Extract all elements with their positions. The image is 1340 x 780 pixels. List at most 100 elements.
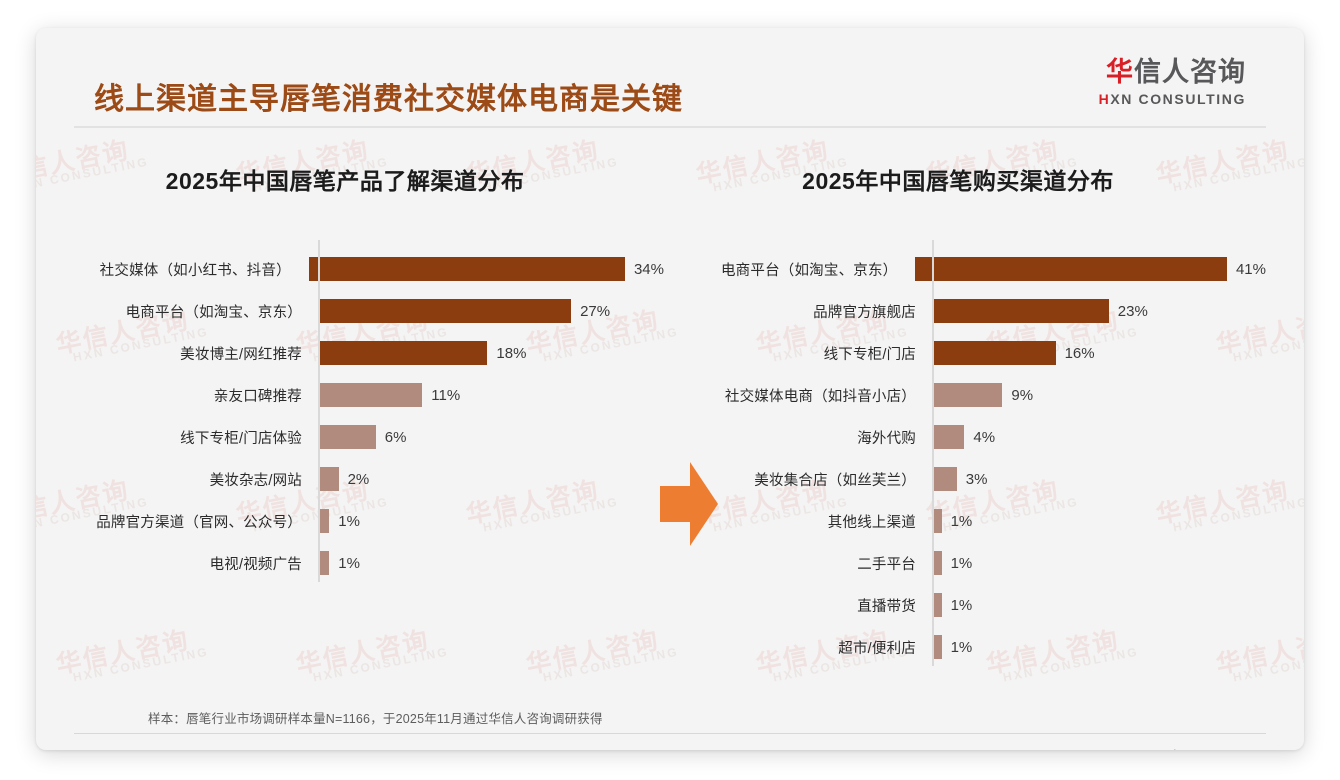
value-axis-left: [318, 240, 320, 582]
bar-row: 电商平台（如淘宝、京东） 41%: [676, 248, 1266, 290]
bar-wrapper: 34%: [308, 257, 664, 281]
bar-wrapper: 27%: [320, 299, 664, 323]
bar-wrapper: 1%: [934, 509, 1266, 533]
bar: [308, 257, 625, 281]
category-label: 亲友口碑推荐: [213, 388, 302, 405]
bar-value-label: 1%: [950, 596, 973, 614]
bar-wrapper: 1%: [934, 551, 1266, 575]
category-label: 社交媒体（如小红书、抖音）: [99, 262, 291, 279]
bar: [934, 467, 957, 491]
bar: [320, 551, 330, 575]
bar-wrapper: 41%: [915, 257, 1266, 281]
bar-value-label: 41%: [1235, 260, 1266, 278]
bar-wrapper: 1%: [934, 593, 1266, 617]
bar-row: 二手平台 1%: [676, 542, 1266, 584]
bar-wrapper: 4%: [934, 425, 1266, 449]
bar-wrapper: 23%: [934, 299, 1266, 323]
category-label: 电商平台（如淘宝、京东）: [720, 262, 898, 279]
bar: [320, 509, 330, 533]
source-note: 样本：唇笔行业市场调研样本量N=1166，于2025年11月通过华信人咨询调研获…: [148, 712, 603, 726]
bar-value-label: 1%: [950, 638, 973, 656]
website-link[interactable]: www.hxrcon.com: [1144, 748, 1238, 750]
logo-english-accent: H: [1098, 90, 1111, 107]
bar-value-label: 3%: [965, 470, 988, 488]
bar-value-label: 16%: [1064, 344, 1095, 362]
bar-wrapper: 2%: [320, 467, 664, 491]
footer-divider: [74, 733, 1266, 734]
logo-english: HXN CONSULTING: [1099, 91, 1246, 107]
chart-title-right: 2025年中国唇笔购买渠道分布: [802, 168, 1114, 194]
bar-wrapper: 6%: [320, 425, 664, 449]
bar-wrapper: 1%: [934, 635, 1266, 659]
bar: [320, 299, 572, 323]
chart-panel-purchase: 2025年中国唇笔购买渠道分布 电商平台（如淘宝、京东） 41% 品牌官方旗舰店 23…: [676, 140, 1266, 670]
bar-row: 社交媒体电商（如抖音小店） 9%: [676, 374, 1266, 416]
bar-row: 美妆集合店（如丝芙兰） 3%: [676, 458, 1266, 500]
bar-row: 线下专柜/门店体验 6%: [74, 416, 664, 458]
category-label: 品牌官方渠道（官网、公众号）: [96, 514, 302, 531]
category-label: 社交媒体电商（如抖音小店）: [724, 388, 916, 405]
bar-row: 电视/视频广告 1%: [74, 542, 664, 584]
category-label: 美妆集合店（如丝芙兰）: [754, 472, 916, 489]
category-label: 线下专柜/门店: [823, 346, 916, 363]
bar-value-label: 6%: [384, 428, 407, 446]
bar-value-label: 27%: [580, 302, 611, 320]
bar-row: 其他线上渠道 1%: [676, 500, 1266, 542]
category-label: 品牌官方旗舰店: [813, 304, 916, 321]
bar-row: 超市/便利店 1%: [676, 626, 1266, 668]
bar-value-label: 9%: [1011, 386, 1034, 404]
logo-chinese: 华信人咨询: [1099, 57, 1246, 88]
category-label: 美妆博主/网红推荐: [180, 346, 302, 363]
bar-row: 亲友口碑推荐 11%: [74, 374, 664, 416]
category-label: 美妆杂志/网站: [209, 472, 302, 489]
bar-value-label: 34%: [633, 260, 664, 278]
bar-value-label: 1%: [950, 512, 973, 530]
category-label: 线下专柜/门店体验: [180, 430, 302, 447]
bar-row: 社交媒体（如小红书、抖音） 34%: [74, 248, 664, 290]
bar: [934, 635, 942, 659]
bar: [320, 383, 423, 407]
bar-row: 品牌官方渠道（官网、公众号） 1%: [74, 500, 664, 542]
bar-value-label: 4%: [973, 428, 996, 446]
header-divider: [74, 126, 1266, 128]
bar-row: 品牌官方旗舰店 23%: [676, 290, 1266, 332]
bar-value-label: 11%: [431, 386, 461, 404]
category-label: 直播带货: [857, 598, 916, 615]
bar: [320, 341, 488, 365]
bar-value-label: 1%: [338, 512, 360, 530]
page-title: 线上渠道主导唇笔消费社交媒体电商是关键: [94, 83, 683, 116]
bar: [934, 383, 1003, 407]
bar: [934, 509, 942, 533]
bar-row: 直播带货 1%: [676, 584, 1266, 626]
bar-wrapper: 1%: [320, 509, 664, 533]
bar-value-label: 18%: [496, 344, 527, 362]
category-label: 二手平台: [857, 556, 916, 573]
bar-value-label: 2%: [347, 470, 370, 488]
bar-row: 海外代购 4%: [676, 416, 1266, 458]
bar: [320, 467, 339, 491]
value-axis-right: [932, 240, 934, 666]
bar-wrapper: 11%: [320, 383, 664, 407]
bar: [934, 551, 942, 575]
logo-english-rest: XN CONSULTING: [1110, 90, 1246, 107]
bar: [934, 341, 1056, 365]
bar-row: 电商平台（如淘宝、京东） 27%: [74, 290, 664, 332]
bar: [915, 257, 1227, 281]
category-label: 电商平台（如淘宝、京东）: [125, 304, 302, 321]
category-label: 超市/便利店: [838, 640, 916, 657]
bar: [320, 425, 376, 449]
company-logo: 华信人咨询 HXN CONSULTING: [1099, 57, 1246, 107]
category-label: 电视/视频广告: [209, 556, 302, 573]
bar-value-label: 23%: [1117, 302, 1148, 320]
slide-canvas: 华信人咨询 HXN CONSULTING 华信人咨询 HXN CONSULTING 华信…: [36, 28, 1304, 750]
slide-header: 线上渠道主导唇笔消费社交媒体电商是关键 华信人咨询 HXN CONSULTING: [36, 28, 1304, 116]
charts-area: 2025年中国唇笔产品了解渠道分布 社交媒体（如小红书、抖音） 34% 电商平台（如…: [36, 140, 1304, 670]
bar-row: 线下专柜/门店 16%: [676, 332, 1266, 374]
logo-chinese-rest: 信人咨询: [1134, 57, 1246, 87]
bar-wrapper: 9%: [934, 383, 1266, 407]
bar-row: 美妆博主/网红推荐 18%: [74, 332, 664, 374]
bar-row: 美妆杂志/网站 2%: [74, 458, 664, 500]
bar: [934, 425, 965, 449]
right-arrow-icon: [660, 462, 718, 546]
bar-wrapper: 16%: [934, 341, 1266, 365]
